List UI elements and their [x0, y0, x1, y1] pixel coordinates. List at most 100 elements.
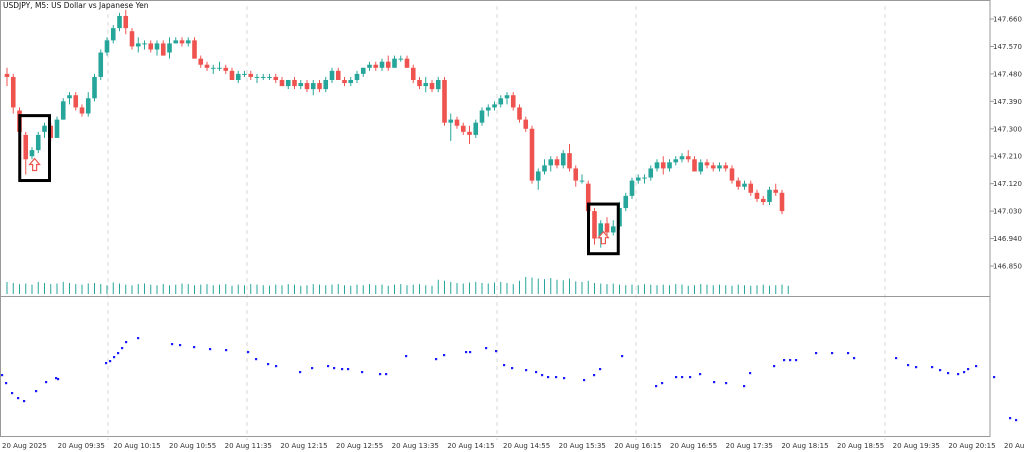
candle [85, 92, 91, 117]
candle-body [535, 171, 541, 181]
candle-body [42, 125, 47, 132]
candle [648, 165, 654, 181]
candle-body [629, 180, 635, 196]
indicator-dot [113, 356, 116, 359]
price-label: 147.030 [993, 208, 1022, 216]
candle [435, 76, 441, 93]
candle-body [554, 159, 560, 166]
candle [235, 70, 241, 84]
indicator-dot [681, 376, 684, 379]
candle-body [110, 28, 116, 41]
indicator-dot [341, 368, 344, 371]
signal-boxes [18, 114, 620, 256]
indicator-dot [525, 369, 528, 372]
candle [4, 67, 10, 87]
candle [692, 156, 697, 172]
candle [592, 208, 597, 245]
candle-body [510, 95, 516, 108]
candle [492, 101, 497, 111]
candle-body [10, 76, 16, 108]
chart-title: USDJPY, M5: US Dollar vs Japanese Yen [3, 1, 149, 10]
indicator-dot [5, 382, 8, 385]
indicator-dot [247, 351, 250, 354]
candle-body [585, 183, 591, 212]
indicator-dot [655, 385, 658, 388]
indicator-dot [311, 367, 314, 370]
indicator-dot [947, 372, 950, 375]
candle [298, 79, 304, 90]
candle-body [685, 156, 691, 160]
candle-body [604, 223, 610, 233]
indicator-dot [225, 349, 228, 352]
candle-body [485, 107, 491, 111]
indicator-dot [895, 357, 898, 360]
indicator-dot [209, 348, 212, 351]
candle-body [323, 79, 329, 90]
time-label: 20 Aug 18:55 [837, 442, 884, 450]
candle [204, 61, 210, 71]
candle-body [704, 162, 710, 166]
time-label: 20 Aug 19:35 [893, 442, 940, 450]
candle [554, 156, 560, 169]
candle [92, 73, 97, 102]
candle-body [242, 73, 247, 75]
candle-body [679, 156, 685, 160]
candle-body [254, 76, 260, 78]
indicator-dot [443, 354, 446, 357]
candle-body [173, 40, 179, 44]
up-arrow-icon [28, 157, 41, 172]
price-label: 146.940 [993, 235, 1022, 243]
candle [110, 25, 116, 44]
time-label: 20 Aug 15:35 [559, 442, 606, 450]
indicator-dot [555, 376, 558, 379]
candle-body [698, 162, 704, 172]
candle-body [292, 79, 297, 87]
candle-body [85, 98, 91, 114]
signal-box [587, 202, 620, 256]
indicator-dot [171, 343, 174, 346]
time-label: 20 Aug 20:15 [948, 442, 995, 450]
candle-body [210, 67, 216, 69]
candle [654, 159, 660, 172]
indicator-dot [385, 373, 388, 376]
candle [717, 162, 722, 172]
candle [160, 40, 166, 56]
candle-body [573, 168, 579, 181]
candle [67, 92, 72, 105]
candle-body [204, 64, 210, 68]
candle-body [735, 180, 741, 187]
indicator-dot [699, 373, 702, 376]
candle [473, 119, 479, 138]
candle [73, 92, 79, 111]
candle [210, 64, 216, 74]
indicator-dot [23, 400, 26, 403]
indicator-dot [689, 376, 692, 379]
candle [467, 125, 472, 145]
candle-body [229, 70, 235, 80]
indicator-dot [275, 365, 278, 368]
indicator-dot [469, 351, 472, 354]
candle-body [467, 131, 472, 135]
candlestick-series[interactable] [4, 9, 785, 248]
candle [673, 156, 679, 166]
candle [329, 67, 335, 84]
candle [398, 55, 404, 62]
candle [535, 168, 541, 190]
indicator-dot [535, 371, 538, 374]
time-label: 20 Aug 17:35 [726, 442, 773, 450]
candle [254, 73, 260, 84]
candle [404, 55, 410, 68]
candle [348, 76, 354, 87]
indicator-dot [957, 373, 960, 376]
time-label: 20 Aug 2025 [2, 442, 47, 450]
candle [642, 174, 647, 184]
candle [42, 122, 47, 138]
candle [629, 177, 635, 199]
candle [98, 49, 104, 80]
indicator-dot [1015, 419, 1018, 422]
candle-body [198, 58, 204, 65]
indicator-dot [773, 365, 776, 368]
candle-body [717, 165, 722, 169]
